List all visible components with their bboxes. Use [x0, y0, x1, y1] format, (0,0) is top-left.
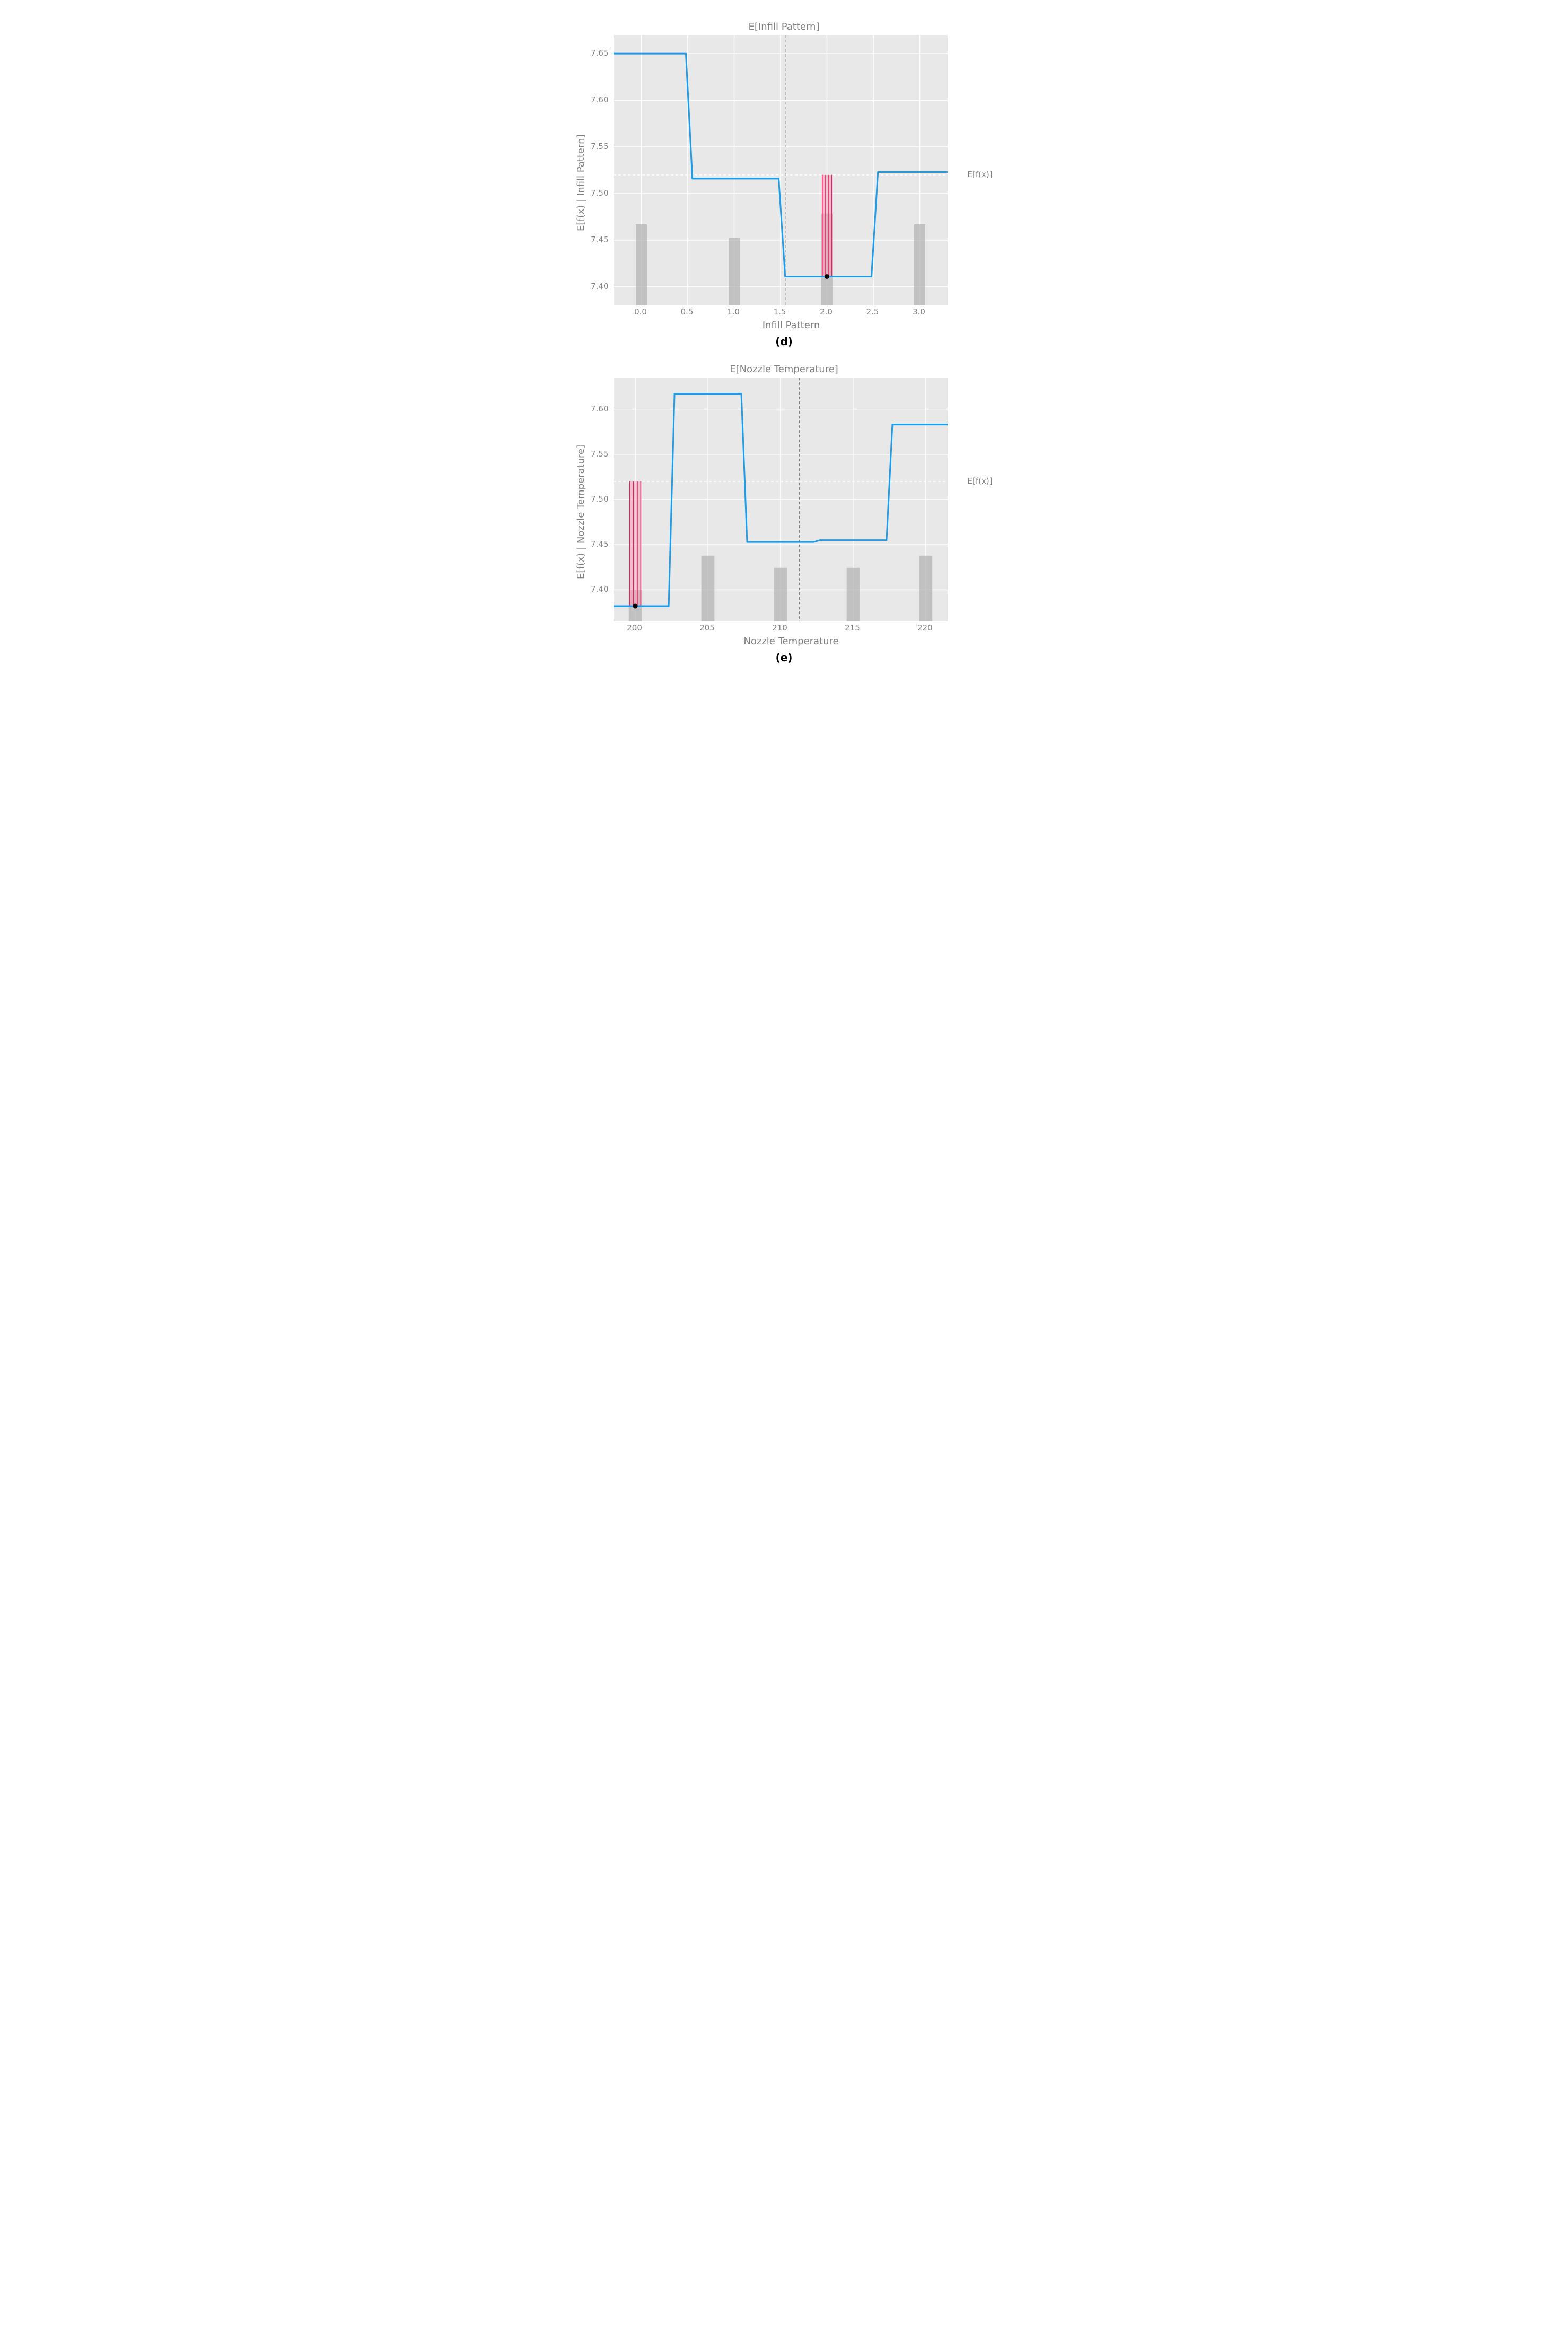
- chart-container-d: E[f(x) | Infill Pattern] 7.40 7.45 7.50 7.5…: [572, 34, 996, 331]
- xtick: 0.5: [681, 307, 694, 317]
- plot-svg: [614, 35, 948, 305]
- ytick: 7.45: [591, 235, 608, 244]
- yticks-e: 7.40 7.45 7.50 7.55 7.60: [586, 377, 613, 621]
- xlabel-d: Infill Pattern: [586, 320, 996, 331]
- xtick: 1.0: [727, 307, 740, 317]
- ytick: 7.65: [591, 48, 608, 58]
- xticks-e: 200 205 210 215 220: [613, 621, 947, 634]
- figure-d: E[Infill Pattern] E[f(x) | Infill Patter…: [572, 21, 996, 348]
- ytick: 7.45: [591, 539, 608, 549]
- sublabel-e: (e): [572, 651, 996, 664]
- right-label-col-e: E[f(x)]: [965, 377, 996, 621]
- plot-wrap-d: 7.40 7.45 7.50 7.55 7.60 7.65 E[f(x)] 0.0 0.5 1…: [586, 34, 996, 331]
- plot-wrap-e: 7.40 7.45 7.50 7.55 7.60 E[f(x)] 200 205 210 21…: [586, 377, 996, 647]
- ylabel-d: E[f(x) | Infill Pattern]: [572, 34, 586, 331]
- sublabel-d: (d): [572, 335, 996, 348]
- xtick: 205: [699, 623, 715, 633]
- xtick: 200: [627, 623, 642, 633]
- ytick: 7.55: [591, 142, 608, 151]
- ytick: 7.55: [591, 449, 608, 459]
- ytick: 7.50: [591, 188, 608, 198]
- ytick: 7.40: [591, 584, 608, 594]
- yticks-d: 7.40 7.45 7.50 7.55 7.60 7.65: [586, 34, 613, 305]
- chart-container-e: E[f(x) | Nozzle Temperature] 7.40 7.45 7.5…: [572, 377, 996, 647]
- xticks-d: 0.0 0.5 1.0 1.5 2.0 2.5 3.0: [613, 305, 947, 318]
- efx-label-e: E[f(x)]: [968, 476, 993, 486]
- xtick: 215: [845, 623, 860, 633]
- xtick: 3.0: [913, 307, 925, 317]
- ytick: 7.60: [591, 404, 608, 414]
- chart-title-d: E[Infill Pattern]: [572, 21, 996, 32]
- plot-e: [613, 377, 965, 621]
- ylabel-e: E[f(x) | Nozzle Temperature]: [572, 377, 586, 647]
- ytick: 7.40: [591, 282, 608, 291]
- plot-d: [613, 34, 965, 305]
- xtick: 220: [917, 623, 933, 633]
- plot-row-e: 7.40 7.45 7.50 7.55 7.60 E[f(x)]: [586, 377, 996, 621]
- ytick: 7.50: [591, 494, 608, 504]
- xtick: 210: [772, 623, 787, 633]
- figure-e: E[Nozzle Temperature] E[f(x) | Nozzle Te…: [572, 364, 996, 664]
- xtick: 1.5: [774, 307, 786, 317]
- plot-svg: [614, 378, 948, 621]
- xlabel-e: Nozzle Temperature: [586, 636, 996, 647]
- ytick: 7.60: [591, 95, 608, 104]
- chart-title-e: E[Nozzle Temperature]: [572, 364, 996, 375]
- xtick: 2.0: [820, 307, 833, 317]
- efx-label-d: E[f(x)]: [968, 170, 993, 179]
- xtick: 2.5: [866, 307, 879, 317]
- right-label-col-d: E[f(x)]: [965, 34, 996, 305]
- xtick: 0.0: [634, 307, 647, 317]
- plot-row-d: 7.40 7.45 7.50 7.55 7.60 7.65 E[f(x)]: [586, 34, 996, 305]
